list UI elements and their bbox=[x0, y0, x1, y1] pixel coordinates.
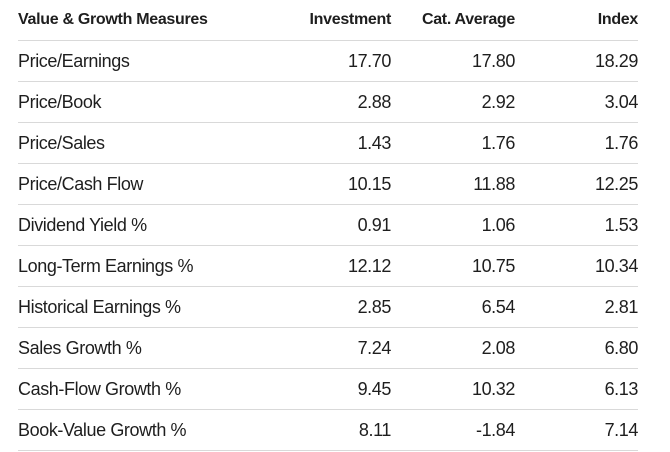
header-investment: Investment bbox=[276, 0, 391, 41]
table-row: Sales Growth % 7.24 2.08 6.80 bbox=[18, 327, 638, 369]
row-label: Historical Earnings % bbox=[18, 286, 276, 328]
table-row: Long-Term Earnings % 12.12 10.75 10.34 bbox=[18, 245, 638, 287]
row-label: Dividend Yield % bbox=[18, 204, 276, 246]
header-index: Index bbox=[515, 0, 638, 41]
index-value: 1.76 bbox=[515, 122, 638, 164]
table-row: Historical Earnings % 2.85 6.54 2.81 bbox=[18, 286, 638, 328]
table-header: Value & Growth Measures Investment Cat. … bbox=[18, 0, 638, 41]
table-row: Price/Sales 1.43 1.76 1.76 bbox=[18, 122, 638, 164]
index-value: 2.81 bbox=[515, 286, 638, 328]
index-value: 3.04 bbox=[515, 81, 638, 123]
table-body: Price/Earnings 17.70 17.80 18.29 Price/B… bbox=[18, 40, 638, 451]
row-label: Book-Value Growth % bbox=[18, 409, 276, 451]
index-value: 1.53 bbox=[515, 204, 638, 246]
index-value: 10.34 bbox=[515, 245, 638, 287]
investment-value: 12.12 bbox=[276, 245, 391, 287]
investment-value: 1.43 bbox=[276, 122, 391, 164]
cat-average-value: 10.32 bbox=[391, 368, 515, 410]
investment-value: 8.11 bbox=[276, 409, 391, 451]
table-row: Price/Book 2.88 2.92 3.04 bbox=[18, 81, 638, 123]
row-label: Sales Growth % bbox=[18, 327, 276, 369]
header-row: Value & Growth Measures Investment Cat. … bbox=[18, 0, 638, 41]
table-row: Price/Cash Flow 10.15 11.88 12.25 bbox=[18, 163, 638, 205]
investment-value: 0.91 bbox=[276, 204, 391, 246]
row-label: Long-Term Earnings % bbox=[18, 245, 276, 287]
table-row: Cash-Flow Growth % 9.45 10.32 6.13 bbox=[18, 368, 638, 410]
row-label: Price/Earnings bbox=[18, 40, 276, 82]
table-row: Dividend Yield % 0.91 1.06 1.53 bbox=[18, 204, 638, 246]
cat-average-value: 1.06 bbox=[391, 204, 515, 246]
cat-average-value: 1.76 bbox=[391, 122, 515, 164]
investment-value: 9.45 bbox=[276, 368, 391, 410]
investment-value: 17.70 bbox=[276, 40, 391, 82]
cat-average-value: 2.92 bbox=[391, 81, 515, 123]
row-label: Cash-Flow Growth % bbox=[18, 368, 276, 410]
cat-average-value: 2.08 bbox=[391, 327, 515, 369]
table-row: Book-Value Growth % 8.11 -1.84 7.14 bbox=[18, 409, 638, 451]
investment-value: 2.88 bbox=[276, 81, 391, 123]
investment-value: 2.85 bbox=[276, 286, 391, 328]
cat-average-value: 11.88 bbox=[391, 163, 515, 205]
cat-average-value: -1.84 bbox=[391, 409, 515, 451]
row-label: Price/Cash Flow bbox=[18, 163, 276, 205]
row-label: Price/Book bbox=[18, 81, 276, 123]
row-label: Price/Sales bbox=[18, 122, 276, 164]
investment-value: 7.24 bbox=[276, 327, 391, 369]
index-value: 12.25 bbox=[515, 163, 638, 205]
index-value: 6.13 bbox=[515, 368, 638, 410]
index-value: 18.29 bbox=[515, 40, 638, 82]
header-cat-average: Cat. Average bbox=[391, 0, 515, 41]
investment-value: 10.15 bbox=[276, 163, 391, 205]
value-growth-measures-table: Value & Growth Measures Investment Cat. … bbox=[18, 0, 638, 451]
header-measure: Value & Growth Measures bbox=[18, 0, 276, 41]
table-row: Price/Earnings 17.70 17.80 18.29 bbox=[18, 40, 638, 82]
cat-average-value: 17.80 bbox=[391, 40, 515, 82]
cat-average-value: 10.75 bbox=[391, 245, 515, 287]
index-value: 7.14 bbox=[515, 409, 638, 451]
index-value: 6.80 bbox=[515, 327, 638, 369]
cat-average-value: 6.54 bbox=[391, 286, 515, 328]
